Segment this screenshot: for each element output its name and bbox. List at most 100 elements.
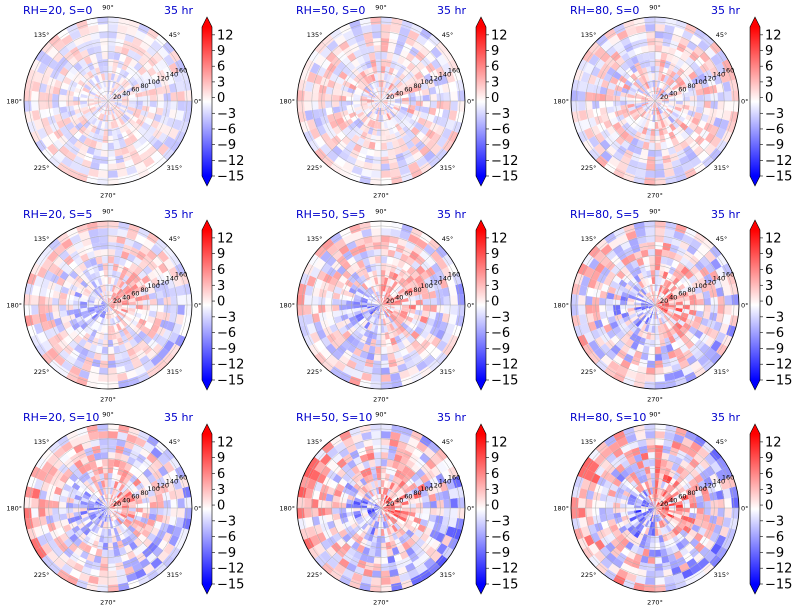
heatmap-cell (390, 431, 401, 441)
heatmap-cell (377, 94, 381, 101)
heatmap-cell (359, 453, 369, 463)
colorbar-gradient (202, 27, 212, 176)
heatmap-cell (625, 329, 634, 339)
heatmap-cell (120, 250, 130, 260)
heatmap-cell (78, 474, 87, 484)
heatmap-cell (642, 345, 650, 354)
heatmap-cell (400, 310, 409, 316)
heatmap-cell (355, 494, 363, 500)
heatmap-cell (655, 381, 666, 389)
heatmap-cell (108, 505, 115, 508)
heatmap-cell (405, 518, 414, 526)
heatmap-cell (108, 508, 110, 515)
radial-tick-label: 140 (166, 478, 178, 486)
heatmap-cell (111, 66, 118, 74)
heatmap-cell (340, 314, 349, 322)
heatmap-cell (674, 90, 683, 96)
heatmap-cell (667, 146, 677, 156)
heatmap-cell (157, 453, 170, 466)
heatmap-cell (68, 463, 79, 474)
heatmap-cell (621, 291, 630, 298)
heatmap-cell (683, 145, 694, 156)
heatmap-cell (52, 139, 64, 151)
heatmap-cell (415, 468, 426, 479)
heatmap-cell (74, 87, 83, 94)
colorbar-tick-label: 12 (765, 28, 782, 43)
heatmap-cell (368, 92, 376, 98)
heatmap-cell (389, 31, 400, 41)
heatmap-cell (149, 508, 157, 515)
heatmap-cell (118, 329, 126, 338)
heatmap-cell (397, 55, 406, 65)
heatmap-cell (379, 494, 381, 502)
heatmap-cell (630, 111, 639, 119)
heatmap-cell (381, 514, 385, 522)
heatmap-cell (346, 62, 356, 72)
heatmap-cell (644, 177, 655, 185)
heatmap-cell (329, 232, 343, 244)
heatmap-cell (353, 483, 362, 491)
heatmap-cell (80, 103, 88, 109)
heatmap-cell (89, 460, 98, 470)
heatmap-cell (648, 142, 655, 150)
heatmap-cell (621, 312, 630, 319)
heatmap-cell (419, 82, 429, 91)
heatmap-cell (450, 90, 458, 101)
heatmap-cell (339, 101, 347, 107)
heatmap-cell (108, 59, 114, 67)
heatmap-cell (117, 337, 125, 346)
heatmap-cell (53, 469, 64, 480)
heatmap-cell (384, 270, 391, 278)
heatmap-cell (599, 51, 611, 63)
heatmap-cell (142, 508, 150, 514)
heatmap-cell (108, 221, 119, 229)
heatmap-cell (381, 101, 383, 108)
heatmap-cell (110, 88, 115, 95)
heatmap-cell (126, 26, 138, 37)
heatmap-cell (366, 452, 375, 461)
heatmap-cell (304, 294, 312, 305)
colorbar-tick-label: 3 (765, 279, 773, 294)
heatmap-cell (126, 313, 134, 319)
heatmap-cell (24, 90, 32, 101)
colorbar-tick-label: 0 (217, 91, 225, 106)
heatmap-cell (85, 113, 94, 121)
radial-tick-label: 140 (439, 71, 451, 79)
heatmap-cell (24, 101, 32, 112)
heatmap-cell (703, 305, 711, 313)
heatmap-cell (87, 306, 95, 311)
heatmap-cell (415, 61, 426, 72)
heatmap-cell (38, 508, 46, 518)
heatmap-cell (634, 95, 642, 100)
heatmap-cell (426, 486, 436, 496)
heatmap-cell (363, 125, 371, 134)
heatmap-cell (381, 508, 388, 512)
heatmap-cell (360, 502, 368, 507)
heatmap-cell (94, 305, 102, 309)
heatmap-cell (108, 508, 115, 512)
polar-panel: 20 40 60 801001201401600°45°90°135°180°225°… (279, 208, 474, 404)
heatmap-cell (688, 326, 698, 335)
heatmap-cell (69, 330, 79, 340)
angular-tick-label: 180° (553, 302, 569, 310)
heatmap-cell (125, 64, 134, 74)
heatmap-cell (417, 483, 427, 492)
heatmap-cell (146, 286, 156, 295)
heatmap-cell (313, 74, 323, 85)
heatmap-cell (114, 452, 123, 461)
heatmap-cell (683, 349, 694, 360)
heatmap-cell (326, 469, 337, 480)
heatmap-cell (162, 448, 175, 462)
heatmap-cell (375, 284, 380, 292)
heatmap-cell (342, 126, 352, 136)
heatmap-cell (419, 452, 431, 464)
heatmap-cell (33, 478, 44, 490)
heatmap-cell (175, 314, 185, 325)
heatmap-cell (342, 436, 355, 448)
heatmap-cell (73, 62, 83, 72)
heatmap-cell (593, 46, 606, 59)
heatmap-cell (88, 431, 99, 441)
heatmap-cell (38, 516, 48, 527)
heatmap-cell (370, 24, 381, 32)
heatmap-cell (394, 102, 402, 107)
